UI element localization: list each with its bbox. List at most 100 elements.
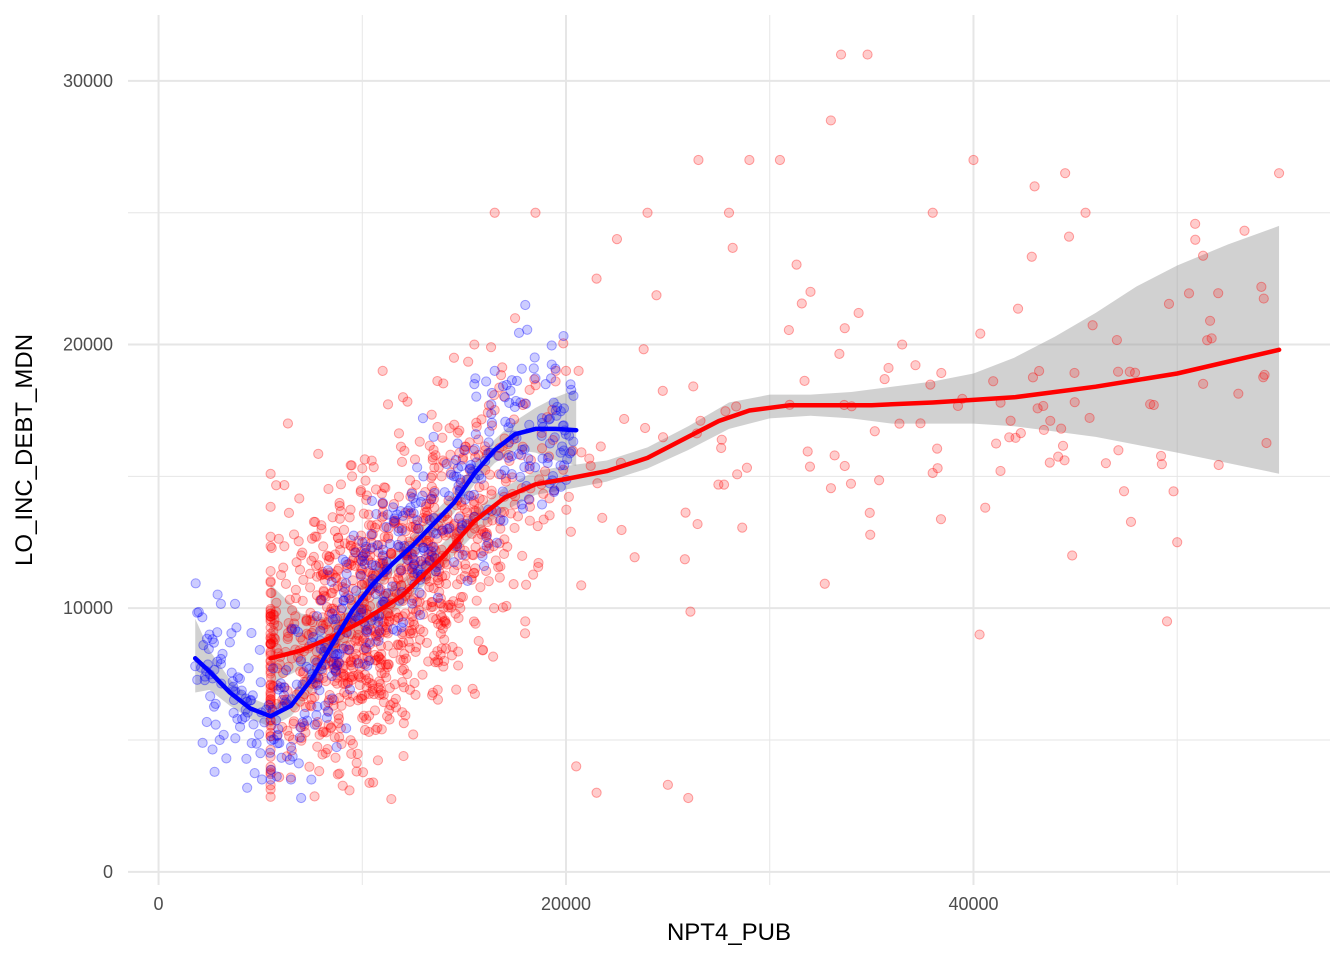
red-point [357, 635, 368, 646]
red-point [400, 526, 411, 537]
blue-point [446, 469, 457, 480]
red-point [1087, 320, 1098, 331]
red-point [367, 683, 378, 694]
red-point [307, 617, 318, 628]
red-point [318, 586, 329, 597]
red-point [345, 594, 357, 606]
blue-point [546, 340, 557, 351]
red-point [362, 575, 373, 587]
red-point [370, 636, 381, 647]
red-point [1067, 550, 1078, 561]
red-point [351, 757, 362, 768]
red-point [432, 572, 444, 583]
red-point [286, 623, 297, 634]
red-point [265, 720, 276, 731]
red-point [373, 620, 384, 632]
red-point [482, 516, 493, 528]
red-point [329, 675, 340, 687]
y-tick-label: 30000 [63, 71, 113, 91]
red-point [340, 653, 351, 664]
red-point [422, 510, 433, 522]
blue-point [555, 481, 566, 492]
red-point [1044, 457, 1055, 468]
blue-point [520, 299, 531, 311]
red-point [454, 542, 465, 554]
blue-point [367, 560, 378, 571]
red-point [353, 671, 365, 682]
red-point [375, 662, 386, 673]
red-point [345, 540, 356, 551]
red-point [731, 401, 742, 412]
red-point [423, 535, 434, 547]
blue-point [559, 460, 570, 471]
red-point [1233, 388, 1244, 399]
red-point [364, 601, 376, 612]
red-point [720, 406, 731, 417]
red-point [288, 529, 300, 540]
blue-point [566, 446, 577, 457]
red-point [380, 659, 391, 670]
red-point [297, 635, 308, 646]
red-point [597, 512, 608, 523]
blue-point [418, 471, 429, 482]
blue-point [338, 643, 349, 654]
red-point [804, 461, 816, 472]
blue-point [568, 436, 579, 447]
red-point [301, 616, 312, 627]
blue-point [362, 660, 373, 671]
red-point [281, 694, 292, 705]
red-point [437, 524, 449, 535]
red-point [367, 679, 378, 690]
red-point [452, 559, 463, 571]
blue-point [190, 661, 201, 672]
blue-point [396, 525, 407, 536]
red-point [421, 499, 432, 510]
blue-point [228, 681, 239, 692]
red-point [359, 724, 371, 736]
blue-point [254, 644, 265, 656]
blue-point [204, 629, 215, 640]
red-point [432, 655, 444, 666]
blue-point [519, 462, 530, 473]
red-point [459, 503, 470, 514]
red-point [420, 486, 431, 498]
red-point [380, 482, 391, 493]
red-point [316, 594, 327, 605]
red-point [373, 539, 384, 551]
blue-point [414, 587, 425, 598]
red-point [544, 493, 555, 504]
red-point [287, 605, 298, 616]
red-point [265, 639, 276, 650]
red-point [408, 593, 419, 604]
blue-point [476, 473, 487, 484]
red-point [420, 513, 432, 524]
red-point [265, 764, 276, 776]
red-point [416, 589, 427, 600]
blue-point [565, 379, 576, 390]
x-tick-label: 40000 [948, 894, 998, 914]
red-point [439, 457, 450, 468]
red-point [328, 663, 339, 674]
red-point [1172, 537, 1183, 548]
red-point [265, 660, 276, 671]
red-point [783, 324, 794, 336]
red-point [472, 533, 483, 544]
blue-point [316, 595, 327, 606]
red-point [331, 678, 343, 689]
red-point [315, 570, 326, 581]
red-point [367, 570, 378, 582]
red-point [265, 699, 276, 710]
red-point [1056, 423, 1067, 434]
red-point [340, 592, 351, 603]
red-point [359, 659, 371, 670]
red-point [400, 653, 412, 664]
red-point [427, 454, 438, 466]
red-point [406, 567, 418, 578]
blue-point [412, 564, 423, 576]
red-point [328, 694, 339, 706]
red-point [426, 409, 437, 420]
red-point [1029, 181, 1040, 192]
red-point [1198, 378, 1209, 389]
red-point [317, 612, 328, 623]
blue-point [459, 444, 470, 456]
